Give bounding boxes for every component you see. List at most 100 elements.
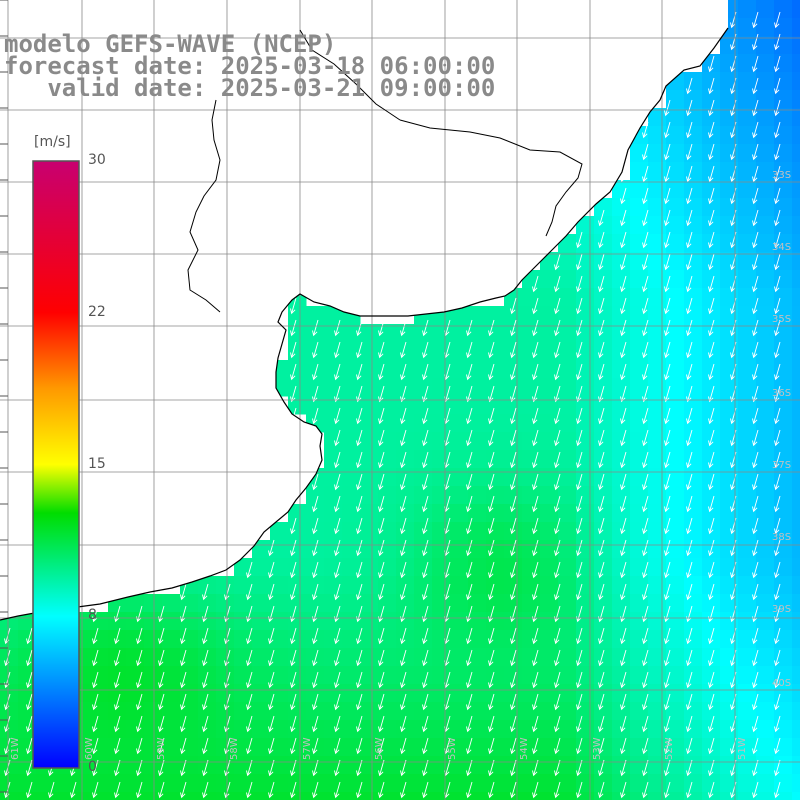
wind-arrow [752, 33, 759, 51]
wind-arrow [686, 253, 693, 271]
wind-arrow [114, 781, 121, 799]
wind-arrow [774, 407, 781, 425]
wind-arrow [92, 715, 99, 733]
field-cell [378, 576, 397, 595]
valid-date: valid date: 2025-03-21 09:00:00 [4, 74, 496, 102]
wind-arrow [708, 209, 715, 227]
lon-label: 53W [592, 737, 603, 760]
field-cell [558, 666, 577, 685]
wind-arrow [334, 715, 341, 733]
field-cell [684, 378, 703, 397]
field-cell [216, 576, 235, 595]
field-cell [360, 486, 379, 505]
wind-arrow [488, 737, 495, 755]
wind-arrow [686, 231, 693, 249]
wind-arrow [466, 759, 473, 777]
field-cell [486, 468, 505, 487]
field-cell [144, 648, 163, 667]
field-cell [612, 270, 631, 289]
wind-arrow [708, 671, 715, 689]
wind-arrow [532, 363, 539, 381]
field-cell [342, 684, 361, 703]
field-cell [756, 54, 775, 73]
field-cell [414, 774, 433, 793]
field-cell [522, 342, 541, 361]
field-cell [792, 126, 800, 145]
field-cell [450, 486, 469, 505]
field-cell [720, 648, 739, 667]
field-cell [360, 468, 379, 487]
field-cell [54, 774, 73, 793]
model-title: modelo GEFS-WAVE (NCEP) [4, 30, 337, 58]
field-cell [756, 576, 775, 595]
wind-arrow [576, 715, 583, 733]
wind-arrow [752, 209, 759, 227]
field-cell [0, 630, 19, 649]
field-cell [540, 414, 559, 433]
field-cell [756, 0, 775, 19]
wind-arrow [334, 737, 341, 755]
field-cell [468, 720, 487, 739]
wind-arrow [290, 297, 297, 315]
wind-arrow [642, 671, 649, 689]
field-cell [342, 468, 361, 487]
field-cell [54, 792, 73, 800]
wind-arrow [510, 649, 517, 667]
field-cell [342, 594, 361, 613]
wind-arrow [642, 121, 649, 139]
wind-arrow [554, 627, 561, 645]
wind-arrow [620, 583, 627, 601]
wind-arrow [708, 253, 715, 271]
wind-arrow [686, 737, 693, 755]
field-cell [540, 666, 559, 685]
wind-arrow [554, 561, 561, 579]
field-cell [486, 360, 505, 379]
wind-arrow [246, 583, 253, 601]
field-cell [684, 72, 703, 91]
field-cell [738, 738, 757, 757]
wind-arrow [752, 517, 759, 535]
field-cell [792, 756, 800, 775]
field-cell [666, 504, 685, 523]
field-cell [288, 792, 307, 800]
land-mask [0, 0, 728, 620]
wind-arrow [488, 341, 495, 359]
wind-arrow [686, 209, 693, 227]
wind-arrow [598, 253, 605, 271]
field-cell [270, 774, 289, 793]
field-cell [774, 468, 793, 487]
wind-arrow [268, 693, 275, 711]
field-cell [540, 288, 559, 307]
field-cell [342, 504, 361, 523]
field-cell [720, 396, 739, 415]
field-cell [594, 594, 613, 613]
field-cell [360, 450, 379, 469]
wind-arrow [620, 319, 627, 337]
wind-arrow [312, 561, 319, 579]
field-cell [666, 594, 685, 613]
wind-arrow [224, 693, 231, 711]
wind-arrow [774, 649, 781, 667]
field-cell [270, 702, 289, 721]
wind-arrow [752, 165, 759, 183]
field-cell [306, 702, 325, 721]
field-cell [684, 90, 703, 109]
field-cell [216, 738, 235, 757]
wind-arrow [334, 583, 341, 601]
field-cell [180, 720, 199, 739]
field-cell [378, 432, 397, 451]
wind-arrow [554, 297, 561, 315]
field-cell [396, 432, 415, 451]
wind-arrow [642, 693, 649, 711]
field-cell [324, 360, 343, 379]
field-cell [378, 612, 397, 631]
wind-arrow [466, 671, 473, 689]
wind-arrow [510, 319, 517, 337]
field-cell [756, 612, 775, 631]
lon-label: 61W [10, 737, 21, 760]
wind-arrow [488, 561, 495, 579]
field-cell [702, 450, 721, 469]
field-cell [666, 144, 685, 163]
field-cell [342, 396, 361, 415]
wind-arrow [488, 429, 495, 447]
